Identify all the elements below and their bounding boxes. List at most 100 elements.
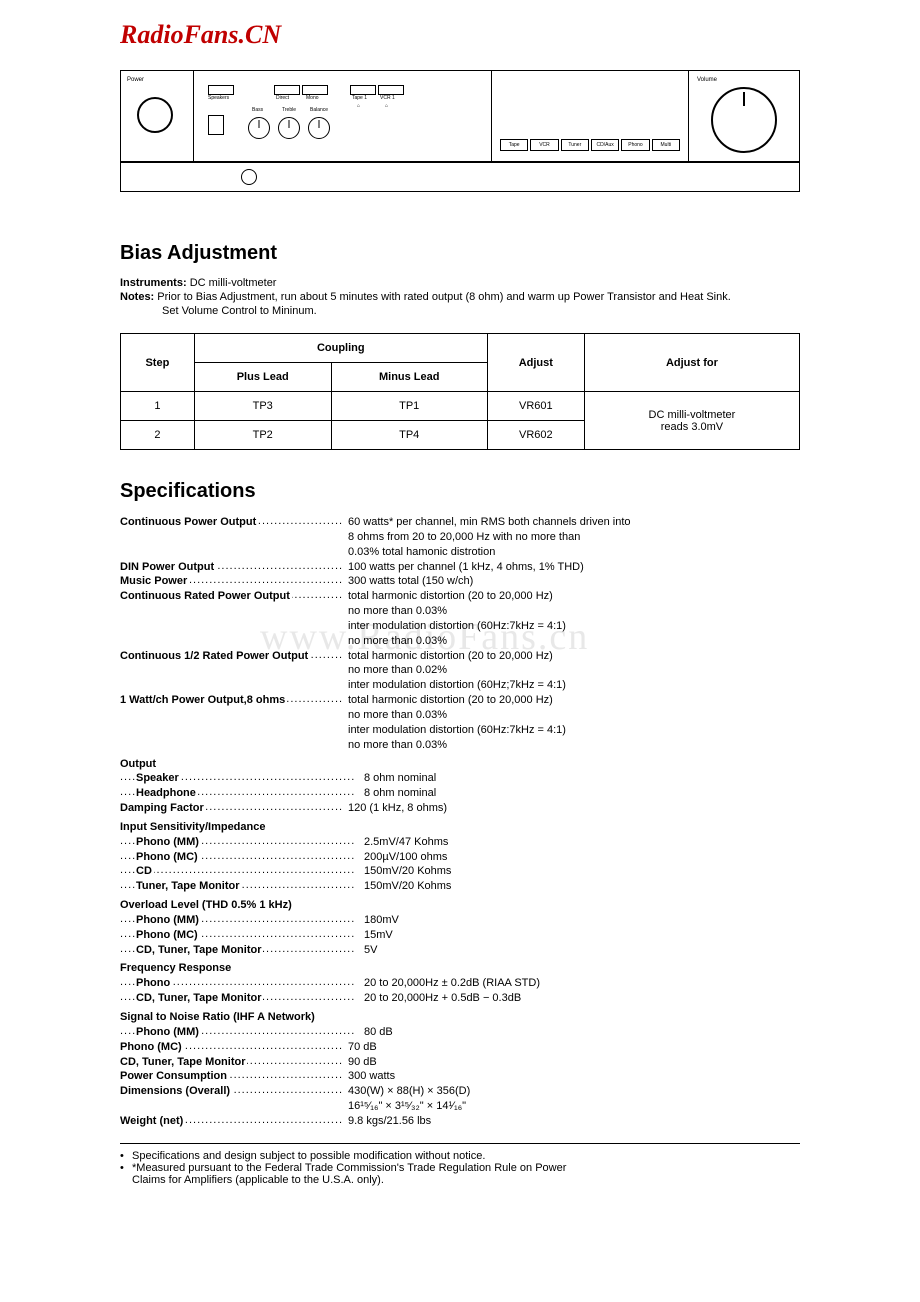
panel-button: Phono [621, 139, 649, 151]
balance-knob-icon [308, 117, 330, 139]
spec-label [120, 530, 342, 545]
spec-row: Damping Factor120 (1 kHz, 8 ohms) [120, 801, 800, 816]
bias-adjustment-heading: Bias Adjustment [120, 242, 800, 265]
bullet-icon [120, 1174, 132, 1186]
spec-label [120, 678, 342, 693]
slot-icon [208, 85, 234, 95]
spec-row: Speaker8 ohm nominal [120, 771, 800, 786]
spec-value: 70 dB [342, 1040, 800, 1055]
spec-label: Phono (MM) [120, 1025, 358, 1040]
spec-row: Music Power300 watts total (150 w/ch) [120, 574, 800, 589]
spec-label: Phono (MC) [120, 1040, 342, 1055]
col-minus-lead: Minus Lead [331, 363, 487, 392]
spec-row: 1 Watt/ch Power Output,8 ohmstotal harmo… [120, 693, 800, 708]
spec-row: 0.03% total hamonic distrotion [120, 545, 800, 560]
spec-value: 9.8 kgs/21.56 lbs [342, 1114, 800, 1129]
spec-label: Continuous 1/2 Rated Power Output [120, 649, 342, 664]
adjust-for-text: reads 3.0mV [661, 421, 723, 433]
spec-row: Phono (MM)2.5mV/47 Kohms [120, 835, 800, 850]
panel-text: Tape 1 [352, 95, 367, 101]
spec-row: Continuous Rated Power Outputtotal harmo… [120, 589, 800, 604]
spec-subheading: Frequency Response [120, 961, 800, 976]
spec-value: total harmonic distortion (20 to 20,000 … [342, 649, 800, 664]
spec-label: Dimensions (Overall) [120, 1084, 342, 1099]
bullet-icon: • [120, 1150, 132, 1162]
spec-value: 80 dB [358, 1025, 800, 1040]
col-adjust-for: Adjust for [584, 334, 799, 392]
panel-text: VCR 1 [380, 95, 395, 101]
spec-label [120, 738, 342, 753]
table-header-row: Step Coupling Adjust Adjust for [121, 334, 800, 363]
cell-step: 2 [121, 421, 195, 450]
volume-knob-icon [711, 87, 777, 153]
spec-label: Continuous Rated Power Output [120, 589, 342, 604]
bullet-icon: • [120, 1162, 132, 1174]
cell-adjust-for: DC milli-voltmeter reads 3.0mV [584, 392, 799, 450]
panel-text: Direct [276, 95, 289, 101]
spec-row: Dimensions (Overall)430(W) × 88(H) × 356… [120, 1084, 800, 1099]
spec-label: DIN Power Output [120, 560, 342, 575]
brand-box-icon [208, 115, 224, 135]
spec-row: Phono (MC)15mV [120, 928, 800, 943]
spec-label: Tuner, Tape Monitor [120, 879, 358, 894]
treble-knob-icon [278, 117, 300, 139]
spec-label: Power Consumption [120, 1069, 342, 1084]
spec-value: no more than 0.03% [342, 634, 800, 649]
panel-button: Multi [652, 139, 680, 151]
spec-label: CD [120, 864, 358, 879]
spec-label: Headphone [120, 786, 358, 801]
footnote-line: • *Measured pursuant to the Federal Trad… [120, 1162, 800, 1174]
notes-label: Notes: [120, 291, 154, 303]
spec-row: no more than 0.03% [120, 604, 800, 619]
spec-value: inter modulation distortion (60Hz:7kHz =… [342, 723, 800, 738]
specifications-heading: Specifications [120, 480, 800, 503]
panel-text: Treble [282, 107, 296, 113]
spec-value: 8 ohm nominal [358, 786, 800, 801]
spec-label: Music Power [120, 574, 342, 589]
spec-label [120, 1099, 342, 1114]
spec-value: 15mV [358, 928, 800, 943]
col-step: Step [121, 334, 195, 392]
spec-row: inter modulation distortion (60Hz:7kHz =… [120, 619, 800, 634]
spec-row: no more than 0.03% [120, 634, 800, 649]
spec-row: Tuner, Tape Monitor150mV/20 Kohms [120, 879, 800, 894]
notes-text-1: Prior to Bias Adjustment, run about 5 mi… [157, 291, 731, 303]
spec-value: 8 ohm nominal [358, 771, 800, 786]
spec-subheading: Signal to Noise Ratio (IHF A Network) [120, 1010, 800, 1025]
instruments-line: Instruments: DC milli-voltmeter [120, 277, 800, 289]
panel-text: Bass [252, 107, 263, 113]
panel-text: ⌂ [385, 103, 388, 109]
spec-value: 20 to 20,000Hz + 0.5dB − 0.3dB [358, 991, 800, 1006]
panel-display-section: Tape VCR Tuner CD/Aux Phono Multi [492, 71, 689, 161]
slot-icon [274, 85, 300, 95]
spec-value: 120 (1 kHz, 8 ohms) [342, 801, 800, 816]
footnote-text: *Measured pursuant to the Federal Trade … [132, 1162, 566, 1174]
spec-row: Weight (net)9.8 kgs/21.56 lbs [120, 1114, 800, 1129]
spec-row: Phono (MM)180mV [120, 913, 800, 928]
spec-row: Headphone8 ohm nominal [120, 786, 800, 801]
spec-label: Phono (MM) [120, 913, 358, 928]
spec-label [120, 619, 342, 634]
spec-value: inter modulation distortion (60Hz:7kHz =… [342, 619, 800, 634]
notes-line-1: Notes: Prior to Bias Adjustment, run abo… [120, 291, 800, 303]
spec-label [120, 723, 342, 738]
spec-value: 430(W) × 88(H) × 356(D) [342, 1084, 800, 1099]
footnotes: • Specifications and design subject to p… [120, 1143, 800, 1186]
spec-label [120, 708, 342, 723]
spec-row: CD, Tuner, Tape Monitor20 to 20,000Hz + … [120, 991, 800, 1006]
spec-label: Continuous Power Output [120, 515, 342, 530]
spec-value: 16¹⁵⁄₁₆" × 3¹⁵⁄₃₂" × 14¹⁄₁₆" [342, 1099, 800, 1114]
panel-power-section: Power [121, 71, 194, 161]
footnote-line: • Specifications and design subject to p… [120, 1150, 800, 1162]
panel-button: Tuner [561, 139, 589, 151]
spec-value: total harmonic distortion (20 to 20,000 … [342, 589, 800, 604]
site-logo: RadioFans.CN [120, 20, 800, 50]
footnote-text: Claims for Amplifiers (applicable to the… [132, 1174, 384, 1186]
spec-value: 90 dB [342, 1055, 800, 1070]
panel-button: Tape [500, 139, 528, 151]
spec-value: no more than 0.03% [342, 738, 800, 753]
spec-value: total harmonic distortion (20 to 20,000 … [342, 693, 800, 708]
spec-label: Phono (MM) [120, 835, 358, 850]
spec-label [120, 634, 342, 649]
cell-adjust: VR601 [487, 392, 584, 421]
